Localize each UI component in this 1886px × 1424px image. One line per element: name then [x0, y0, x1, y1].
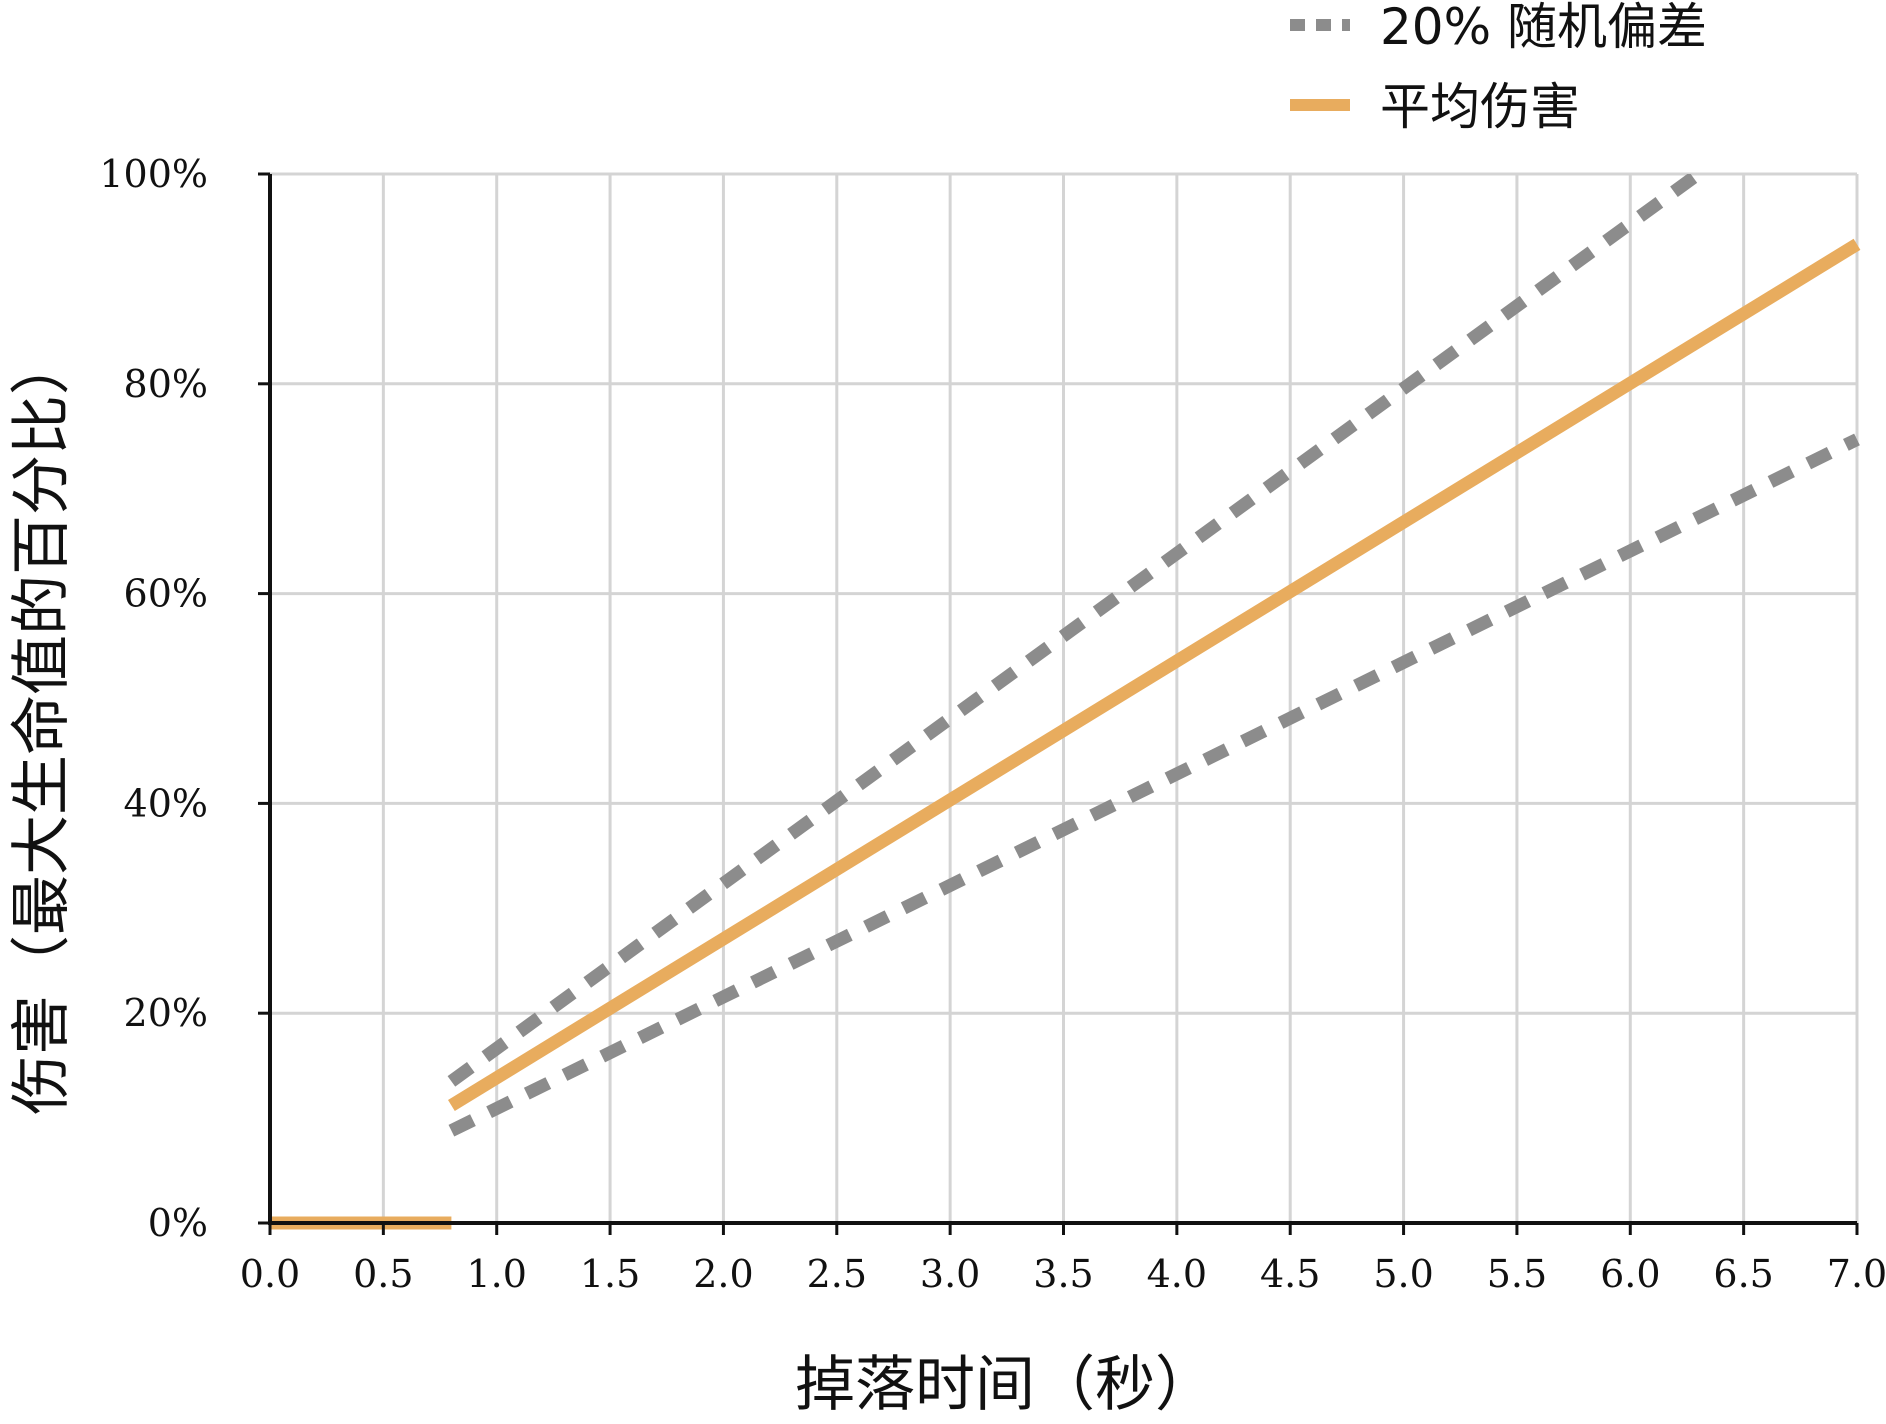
x-tick-label: 1.0	[466, 1252, 526, 1296]
x-tick-labels: 0.0 0.5 1.0 1.5 2.0 2.5 3.0 3.5 4.0 4.5 5.0 5.5 6.0 6…	[240, 1252, 1886, 1296]
x-axis-title: 掉落时间（秒）	[795, 1350, 1215, 1420]
legend-label-deviation: 20% 随机偏差	[1380, 0, 1707, 56]
y-tick-label: 100%	[99, 152, 208, 196]
grid-lines	[270, 172, 1859, 1223]
average-damage-line	[448, 238, 1861, 1112]
x-tick-label: 1.5	[580, 1252, 640, 1296]
x-tick-label: 5.5	[1487, 1252, 1547, 1296]
x-tick-label: 4.0	[1147, 1252, 1207, 1296]
y-axis-title: 伤害（最大生命值的百分比）	[7, 335, 77, 1115]
axes	[258, 172, 1859, 1235]
x-tick-label: 0.5	[353, 1252, 413, 1296]
x-tick-label: 2.0	[693, 1252, 753, 1296]
legend: 20% 随机偏差 平均伤害	[1290, 0, 1707, 136]
y-tick-labels: 0% 20% 40% 60% 80% 100%	[99, 152, 208, 1245]
x-tick-label: 2.5	[807, 1252, 867, 1296]
x-tick-label: 3.5	[1033, 1252, 1093, 1296]
y-tick-label: 80%	[124, 362, 208, 406]
deviation-line	[447, 174, 1703, 1087]
y-tick-label: 20%	[124, 991, 208, 1035]
x-tick-label: 6.5	[1713, 1252, 1773, 1296]
x-tick-label: 7.0	[1827, 1252, 1886, 1296]
x-tick-label: 5.0	[1373, 1252, 1433, 1296]
y-tick-label: 40%	[124, 781, 208, 825]
x-tick-label: 3.0	[920, 1252, 980, 1296]
x-tick-label: 4.5	[1260, 1252, 1320, 1296]
x-tick-label: 0.0	[240, 1252, 300, 1296]
legend-label-average: 平均伤害	[1380, 78, 1580, 136]
y-tick-label: 60%	[124, 572, 208, 616]
y-tick-label: 0%	[148, 1201, 208, 1245]
deviation-line	[448, 433, 1860, 1137]
x-tick-label: 6.0	[1600, 1252, 1660, 1296]
